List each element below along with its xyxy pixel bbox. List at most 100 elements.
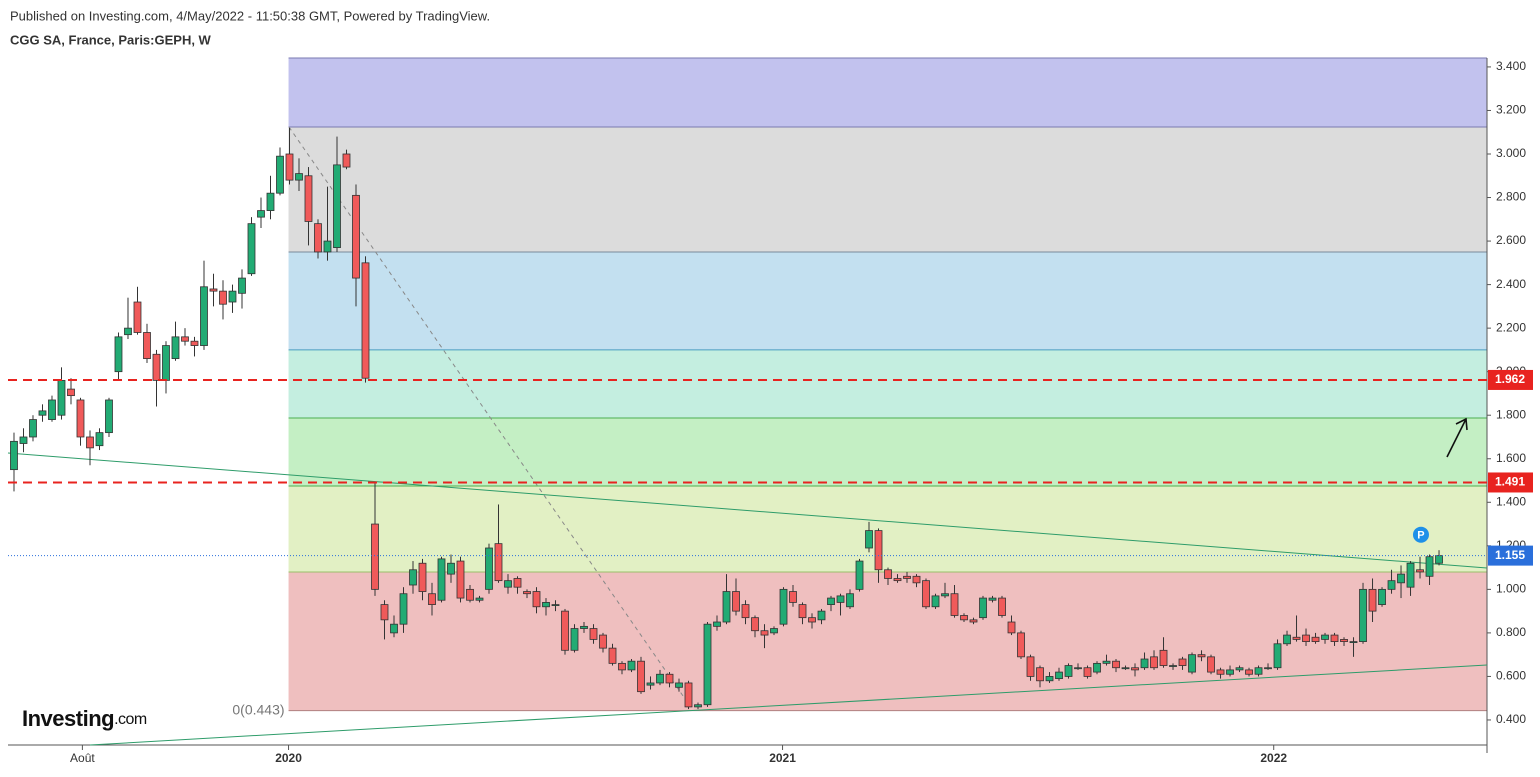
candle-body (105, 399, 113, 434)
y-tick-label: 2.800 (1496, 190, 1526, 204)
candle-body (675, 682, 683, 688)
candle-body (1425, 556, 1434, 577)
candle-body (1159, 649, 1168, 666)
candle-body (1387, 580, 1396, 590)
candle-body (247, 223, 256, 275)
price-tag-label: 1.962 (1495, 372, 1525, 386)
candle-body (931, 595, 940, 608)
candle-body (713, 621, 721, 627)
candle-body (295, 173, 303, 181)
candle-body (1140, 658, 1149, 669)
fib-band (288, 251, 1487, 350)
candle-body (779, 588, 788, 625)
candle-body (637, 660, 645, 693)
candle-body (19, 436, 28, 444)
price-tag (1488, 369, 1533, 390)
candle-body (665, 673, 674, 684)
candle-body (475, 597, 484, 601)
candle-body (171, 336, 180, 360)
candle-body (912, 575, 921, 584)
overlays: 1.962 1.491 1.155 P (8, 369, 1533, 566)
candle-body (960, 615, 968, 621)
candle-body (124, 327, 132, 336)
candle-body (456, 560, 465, 599)
candle-body (1007, 621, 1016, 634)
candle-body (969, 619, 978, 623)
candle-body (1359, 588, 1367, 643)
arrow-shaft (1446, 418, 1467, 458)
candle-body (1245, 669, 1253, 675)
candle-body (589, 628, 598, 640)
candle-body (646, 682, 655, 686)
fib-bands: 0(0.443) (232, 57, 1487, 717)
marker-label: P (1417, 530, 1424, 542)
candle-body (228, 290, 237, 303)
candle-body (1064, 665, 1073, 677)
candle-body (1368, 588, 1377, 612)
candle-body (551, 604, 560, 606)
logo-name: Investing (22, 706, 114, 731)
candle-body (979, 597, 987, 619)
candle-body (219, 290, 227, 305)
candle-body (276, 155, 284, 194)
candle-body (741, 604, 750, 619)
candle-body (266, 192, 275, 211)
candle-body (865, 530, 873, 549)
candle-body (1311, 636, 1320, 643)
candle-body (836, 595, 845, 603)
candle-body (390, 623, 398, 634)
candle-body (1216, 669, 1225, 675)
candle-body (152, 353, 161, 381)
candle-body (893, 578, 902, 582)
candle-body (874, 530, 883, 571)
price-tag (1488, 545, 1533, 566)
candle-body (114, 336, 123, 373)
candle-body (599, 634, 607, 649)
candle-body (1254, 667, 1263, 675)
x-tick-label: 2021 (769, 751, 796, 765)
candle-body (466, 588, 474, 601)
candle-body (409, 569, 417, 586)
candle-body (314, 223, 322, 253)
candle-body (998, 597, 1006, 616)
candle-body (988, 597, 997, 601)
candle-body (732, 591, 740, 612)
x-tick-label: 2022 (1260, 751, 1287, 765)
candle-body (181, 336, 189, 342)
candle-body (1121, 667, 1130, 670)
title: CGG SA, France, Paris:GEPH, W (10, 32, 212, 47)
candle-body (371, 523, 379, 590)
candle-body (494, 543, 503, 582)
candle-body (627, 660, 636, 671)
candle-body (570, 628, 579, 651)
logo-suffix: .com (114, 711, 147, 728)
candle-body (304, 175, 313, 222)
candle-body (808, 617, 816, 623)
candle-body (333, 164, 341, 248)
fib-band (288, 58, 1487, 128)
candle-body (827, 597, 835, 605)
candle-body (542, 602, 550, 608)
candle-body (694, 704, 702, 708)
candle-body (1235, 667, 1244, 671)
candle-body (618, 662, 626, 671)
candle-body (1283, 634, 1291, 645)
candle-body (38, 410, 47, 416)
candle-body (1264, 667, 1272, 670)
candle-body (884, 569, 892, 579)
candle-body (1197, 654, 1206, 658)
candle-body (504, 580, 512, 588)
candle-body (29, 419, 37, 438)
candle-body (57, 379, 66, 416)
candle-body (532, 591, 541, 608)
candle-body (1302, 634, 1310, 643)
y-tick-label: 3.400 (1496, 59, 1526, 73)
candle-body (143, 332, 151, 360)
fib-label: 0(0.443) (232, 701, 284, 717)
candle-body (10, 440, 18, 471)
fib-diagonal (288, 126, 691, 707)
y-tick-label: 0.400 (1496, 712, 1526, 726)
candle-body (798, 604, 807, 619)
candle-body (257, 210, 265, 218)
